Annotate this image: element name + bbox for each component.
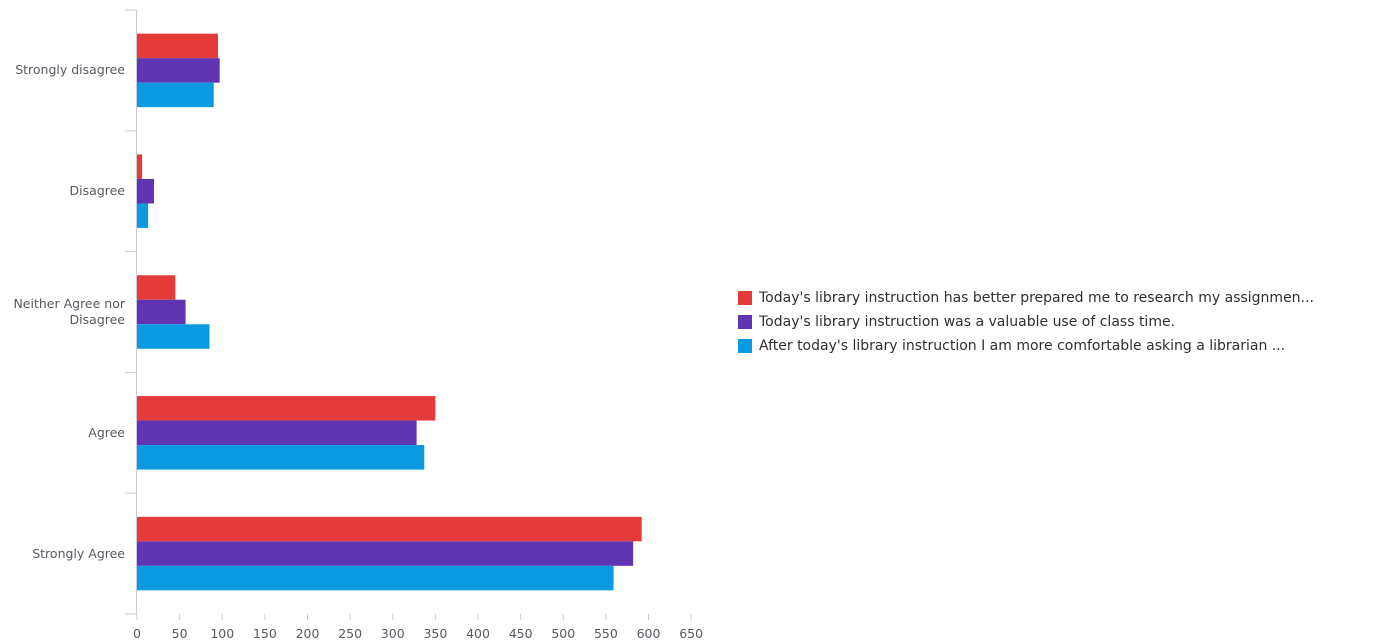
legend-item[interactable]: Today's library instruction was a valuab… [738, 310, 1378, 334]
x-tick-label: 100 [210, 626, 234, 641]
bar [137, 178, 155, 204]
legend-item[interactable]: After today's library instruction I am m… [738, 334, 1378, 358]
x-tick-label: 250 [338, 626, 362, 641]
legend-item[interactable]: Today's library instruction has better p… [738, 286, 1378, 310]
legend-label: After today's library instruction I am m… [759, 338, 1286, 354]
bar [137, 445, 425, 470]
bar [137, 33, 218, 59]
bar [137, 420, 417, 446]
bar [137, 565, 614, 591]
bar [137, 82, 214, 108]
legend-swatch [738, 291, 752, 305]
y-tick-label: Neither Agree nor Disagree [13, 296, 125, 327]
x-tick-label: 150 [253, 626, 277, 641]
x-tick-label: 0 [133, 626, 141, 641]
x-tick-label: 500 [551, 626, 575, 641]
bar [137, 58, 220, 83]
legend-swatch [738, 315, 752, 329]
x-tick-label: 200 [296, 626, 320, 641]
chart-area: 0 50 100 150 200 250 300 350 400 450 500 550 600 650 … [13, 9, 703, 641]
x-tick-label: 300 [381, 626, 405, 641]
y-tick-label: Disagree [69, 183, 125, 199]
bar [137, 154, 143, 179]
y-tick-label: Strongly disagree [15, 62, 125, 78]
x-tick-label: 450 [509, 626, 533, 641]
legend-swatch [738, 339, 752, 353]
bar [137, 203, 149, 228]
x-tick-label: 600 [637, 626, 661, 641]
x-tick-label: 550 [594, 626, 618, 641]
legend: Today's library instruction has better p… [738, 286, 1378, 358]
legend-label: Today's library instruction has better p… [759, 290, 1314, 306]
bar [137, 324, 210, 349]
bar [137, 275, 176, 300]
legend-label: Today's library instruction was a valuab… [759, 314, 1176, 330]
bar-chart: 0 50 100 150 200 250 300 350 400 450 500 550 600 650 [125, 9, 703, 641]
x-tick-label: 50 [172, 626, 188, 641]
bar [137, 299, 186, 325]
y-tick-label: Agree [88, 424, 125, 440]
bar [137, 396, 436, 421]
x-tick-label: 650 [679, 626, 703, 641]
y-tick-label: Strongly Agree [32, 545, 125, 561]
bar [137, 516, 642, 542]
bar [137, 541, 634, 566]
x-tick-label: 350 [423, 626, 447, 641]
x-tick-label: 400 [466, 626, 490, 641]
